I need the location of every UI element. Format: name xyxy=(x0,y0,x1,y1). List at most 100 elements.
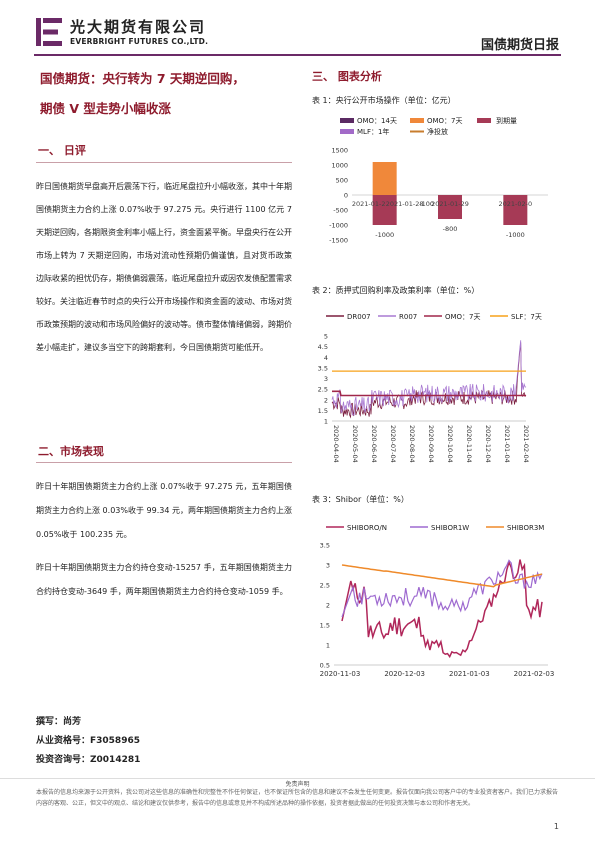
bar xyxy=(503,195,528,225)
legend-swatch-omo14 xyxy=(340,118,354,123)
series-shibor-3m xyxy=(341,564,543,588)
legend-maturity: 到期量 xyxy=(496,117,517,125)
review-paragraph: 昨日国债期货早盘高开后震荡下行，临近尾盘拉升小幅收涨，其中十年期国债期货主力合约… xyxy=(36,182,292,352)
company-logo-icon xyxy=(36,18,62,46)
y-tick-label: 2.5 xyxy=(320,582,330,590)
series-omo7-line xyxy=(332,390,526,397)
y-tick-label: 1500 xyxy=(331,147,348,155)
y-tick-label: 4.5 xyxy=(318,343,328,351)
chart-2-title: 表 2：质押式回购利率及政策利率（单位：%） xyxy=(312,286,480,295)
chart-2-lines xyxy=(331,340,527,419)
y-tick-label: 500 xyxy=(336,177,348,185)
y-tick-label: 1 xyxy=(326,642,330,650)
x-tick-label: 2020-04-04 xyxy=(332,425,340,463)
section-divider xyxy=(36,162,292,163)
data-label: -100 xyxy=(419,200,434,208)
bar xyxy=(438,195,462,219)
x-tick-label: 2020-05-04 xyxy=(351,425,359,463)
chart-2-repo-rates: DR007 R007 OMO：7天 SLF：7天 5 4.5 4 3.5 3 2.5 2 1.… xyxy=(318,313,542,463)
data-label: -800 xyxy=(443,225,458,233)
x-tick-label: 2021-01-03 xyxy=(449,670,490,678)
section-market-title: 二、市场表现 xyxy=(38,445,104,458)
legend-shibor-on: SHIBORO/N xyxy=(347,524,387,532)
author-license: 从业资格号：F3058965 xyxy=(36,736,140,746)
legend-omo7: OMO：7天 xyxy=(427,117,463,125)
legend-shibor-1w: SHIBOR1W xyxy=(431,524,469,532)
company-name-en: EVERBRIGHT FUTURES CO.,LTD. xyxy=(70,37,209,46)
x-tick-label: 2020-08-04 xyxy=(408,425,416,463)
chart-1-legend: OMO：14天 OMO：7天 到期量 MLF：1年 净投放 xyxy=(340,117,517,136)
chart-3-x-axis: 2020-11-03 2020-12-03 2021-01-03 2021-02-03 xyxy=(320,664,555,678)
y-tick-label: 4 xyxy=(324,354,328,362)
chart-1-omo: OMO：14天 OMO：7天 到期量 MLF：1年 净投放 1500 1000 50… xyxy=(329,117,548,245)
y-tick-label: 1000 xyxy=(331,162,348,170)
category-label: 2021-01-28 xyxy=(386,200,424,208)
legend-swatch-maturity xyxy=(477,118,491,123)
x-tick-label: 2020-12-04 xyxy=(484,425,492,463)
series-shibor-1w xyxy=(341,559,543,618)
y-tick-label: 2 xyxy=(324,396,328,404)
report-title: 国债期货日报 xyxy=(480,38,559,53)
x-tick-label: 2020-10-04 xyxy=(446,425,454,463)
chart-3-shibor: SHIBORO/N SHIBOR1W SHIBOR3M 3.5 3 2.5 2 1.5 1… xyxy=(320,524,555,678)
header-divider xyxy=(34,54,561,56)
chart-3-legend: SHIBORO/N SHIBOR1W SHIBOR3M xyxy=(326,524,544,532)
author-writer: 撰写：尚芳 xyxy=(36,717,82,727)
legend-slf7: SLF：7天 xyxy=(511,313,542,321)
category-label: 2021-01-29 xyxy=(431,200,469,208)
chart-3-y-axis: 3.5 3 2.5 2 1.5 1 0.5 xyxy=(320,542,330,670)
market-paragraph-1: 昨日十年期国债期货主力合约上涨 0.07%收于 97.275 元，五年期国债期货… xyxy=(36,482,292,539)
legend-net: 净投放 xyxy=(427,127,448,136)
y-tick-label: 3 xyxy=(324,375,328,383)
y-tick-label: -1500 xyxy=(329,237,348,245)
disclaimer-text: 本报告的信息均来源于公开资料，我公司对这些信息的准确性和完整性不作任何保证，也不… xyxy=(36,789,559,807)
category-label: 2021-02-0 xyxy=(499,200,533,208)
data-label: -1000 xyxy=(375,231,394,239)
x-tick-label: 2021-02-04 xyxy=(522,425,530,463)
legend-swatch-mlf xyxy=(340,129,354,134)
y-tick-label: 3 xyxy=(326,562,330,570)
company-name-cn: 光大期货有限公司 xyxy=(70,18,207,36)
x-tick-label: 2020-11-03 xyxy=(320,670,361,678)
legend-omo14: OMO：14天 xyxy=(357,117,397,125)
y-tick-label: 0.5 xyxy=(320,662,330,670)
data-label: -1000 xyxy=(506,231,525,239)
y-tick-label: 3.5 xyxy=(318,364,328,372)
section-review-title: 一、 日评 xyxy=(38,144,86,157)
x-tick-label: 2020-11-04 xyxy=(465,425,473,463)
y-tick-label: 2 xyxy=(326,602,330,610)
x-tick-label: 2020-12-03 xyxy=(384,670,425,678)
chart-2-y-axis: 5 4.5 4 3.5 3 2.5 2 1.5 1 xyxy=(318,333,328,426)
category-label: 2021-01-2 xyxy=(352,200,386,208)
y-tick-label: -1000 xyxy=(329,222,348,230)
market-paragraph-2: 昨日十年期国债期货主力合约持仓变动-15257 手，五年期国债期货主力合约持仓变… xyxy=(36,563,292,596)
y-tick-label: 1.5 xyxy=(320,622,330,630)
legend-shibor-3m: SHIBOR3M xyxy=(507,524,544,532)
x-tick-label: 2020-09-04 xyxy=(427,425,435,463)
y-tick-label: 3.5 xyxy=(320,542,330,550)
y-tick-label: 2.5 xyxy=(318,386,328,394)
y-tick-label: 5 xyxy=(324,333,328,341)
bar xyxy=(372,195,397,225)
y-tick-label: -500 xyxy=(333,207,348,215)
x-tick-label: 2021-02-03 xyxy=(514,670,555,678)
y-tick-label: 1.5 xyxy=(318,407,328,415)
y-tick-label: 0 xyxy=(344,192,348,200)
y-tick-label: 1 xyxy=(324,418,328,426)
legend-r007: R007 xyxy=(399,313,417,321)
series-shibor-on xyxy=(341,559,543,659)
author-consult-id: 投资咨询号：Z0014281 xyxy=(36,755,141,765)
chart-3-title: 表 3：Shibor（单位：%） xyxy=(312,495,409,504)
section-divider xyxy=(36,462,292,463)
bar xyxy=(372,162,397,195)
x-tick-label: 2021-01-04 xyxy=(503,425,511,463)
chart-2-legend: DR007 R007 OMO：7天 SLF：7天 xyxy=(326,313,542,321)
footer-divider xyxy=(0,778,595,779)
chart-1-bars: 2021-01-2 2021-01-28 2021-01-29 2021-02-0 -1… xyxy=(352,162,532,239)
series-r007 xyxy=(331,340,527,416)
legend-dr007: DR007 xyxy=(347,313,371,321)
x-tick-label: 2020-06-04 xyxy=(370,425,378,463)
chart-2-x-axis: 2020-04-04 2020-05-04 2020-06-04 2020-07-04… xyxy=(332,420,530,463)
x-tick-label: 2020-07-04 xyxy=(389,425,397,463)
chart-1-title: 表 1：央行公开市场操作（单位：亿元） xyxy=(312,96,456,105)
